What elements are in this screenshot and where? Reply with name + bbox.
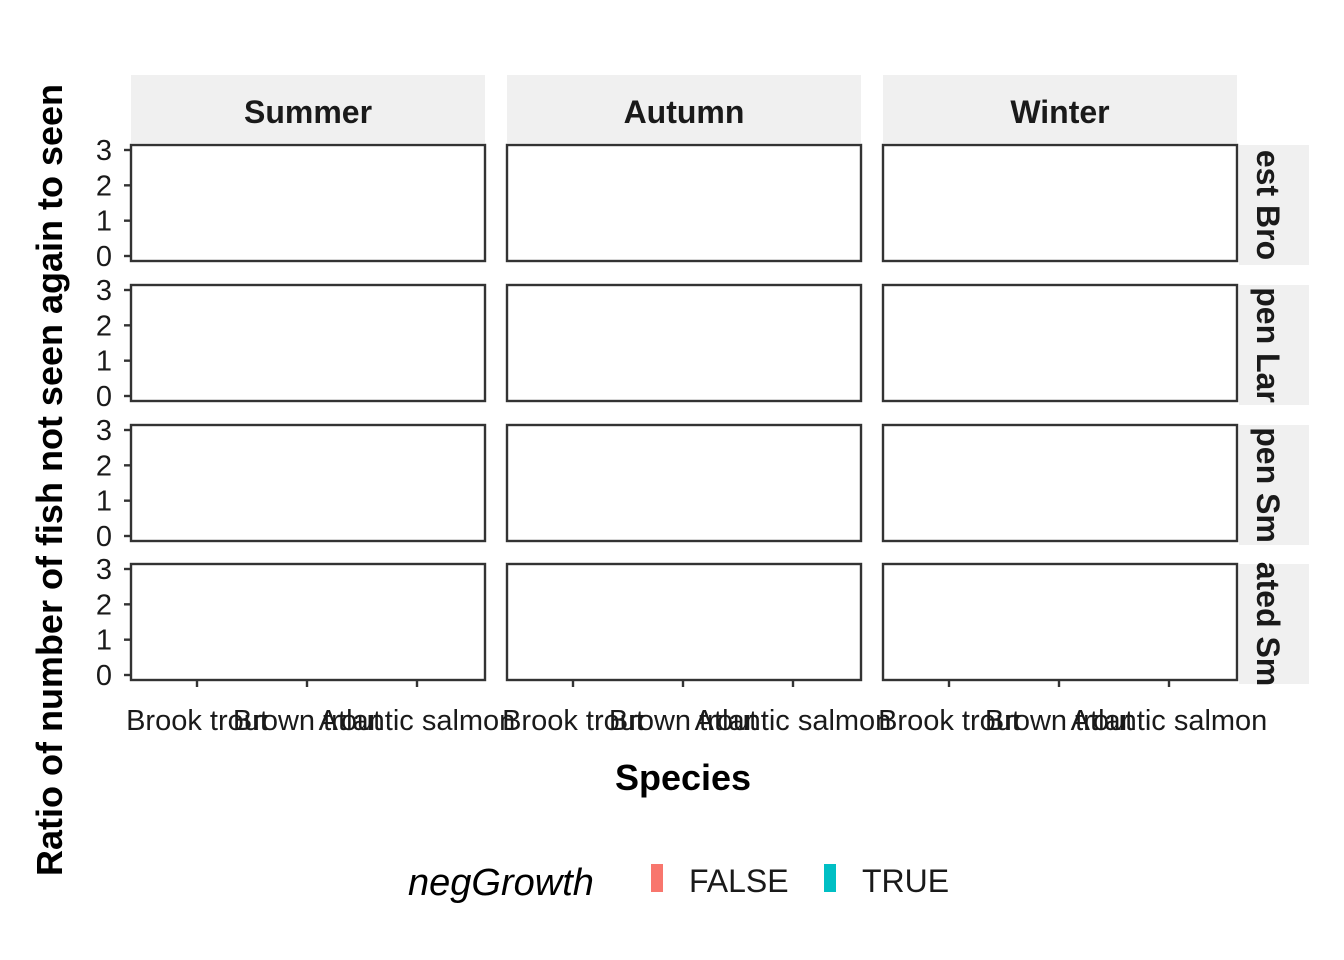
y-tick-label: 3 [96,554,112,586]
row-strip [1239,425,1309,545]
panel-border [881,283,1239,403]
x-tick-label: Brown trout [609,705,757,737]
x-tick-label: Brook trout [502,705,644,737]
y-tick-label: 1 [96,346,112,378]
column-strip-label: Autumn [624,94,745,130]
x-tick-label: Brook trout [126,705,268,737]
x-tick-label: Brown trout [985,705,1133,737]
x-tick-label: Atlantic salmon [695,705,892,737]
column-strip [507,75,861,143]
row-strip [1239,564,1309,684]
legend-key-true [824,864,836,892]
panel-border [881,143,1239,263]
y-axis-title: Ratio of number of fish not seen again t… [29,84,70,876]
y-tick-label: 3 [96,275,112,307]
panel-border [505,283,863,403]
x-tick-label: Atlantic salmon [1071,705,1268,737]
y-tick-label: 0 [96,521,112,553]
y-tick-label: 2 [96,310,112,342]
panel-border [129,143,487,263]
y-tick-label: 1 [96,486,112,518]
column-strip-label: Summer [244,94,372,130]
x-tick-label: Brook trout [878,705,1020,737]
row-strip [1239,285,1309,405]
panel-border [881,562,1239,682]
legend-key-false [651,864,663,892]
row-strip-label: est Bro [1250,150,1286,260]
column-strip [883,75,1237,143]
panel-border [881,423,1239,543]
legend-label-false: FALSE [689,863,789,899]
row-strip-label: pen Lar [1250,287,1286,403]
panels-layer [129,143,1239,682]
row-strip-label: pen Sm [1250,427,1286,543]
y-tick-label: 2 [96,450,112,482]
y-tick-label: 2 [96,170,112,202]
x-axis-title: Species [615,757,751,798]
panel-border [505,143,863,263]
column-strip-label: Winter [1010,94,1109,130]
y-tick-label: 1 [96,625,112,657]
y-tick-label: 1 [96,206,112,238]
y-tick-label: 0 [96,381,112,413]
panel-border [129,562,487,682]
x-tick-label: Atlantic salmon [319,705,516,737]
strips-layer: Summer Autumn Winter est Bro pen Lar pen Sm at… [131,75,1309,686]
panel-border [505,423,863,543]
legend-label-true: TRUE [862,863,949,899]
panel-border [505,562,863,682]
y-tick-label: 2 [96,589,112,621]
y-tick-label: 3 [96,415,112,447]
y-tick-label: 3 [96,135,112,167]
panel-border [129,423,487,543]
legend-title: negGrowth [408,862,594,904]
y-tick-label: 0 [96,241,112,273]
row-strip [1239,145,1309,265]
x-tick-label: Brown trout [233,705,381,737]
y-tick-label: 0 [96,660,112,692]
column-strip [131,75,485,143]
legend: negGrowth FALSE TRUE [408,862,949,904]
row-strip-label: ated Sm [1250,562,1286,686]
panel-border [129,283,487,403]
